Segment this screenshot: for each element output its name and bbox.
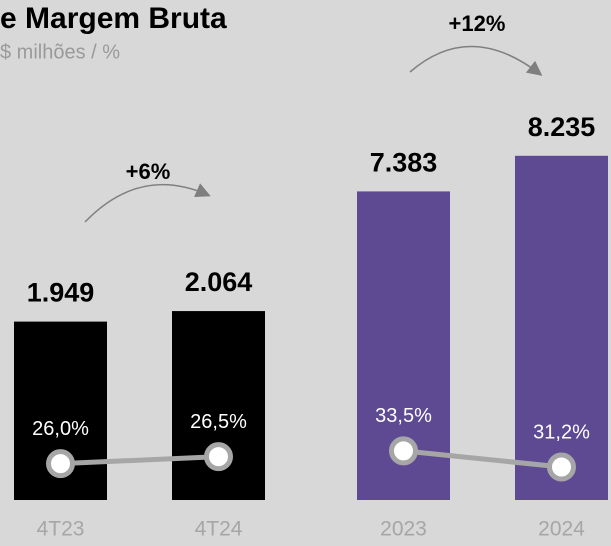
- margin-line: [403, 448, 562, 470]
- x-tick-label: 2024: [538, 518, 585, 541]
- bar: [172, 311, 265, 500]
- x-tick-label: 4T23: [37, 518, 85, 541]
- margin-point: [46, 449, 75, 479]
- growth-label: +6%: [126, 159, 171, 184]
- value-label: 8.235: [528, 112, 596, 142]
- margin-label: 26,0%: [32, 418, 89, 440]
- value-label: 1.949: [27, 278, 95, 308]
- value-label: 7.383: [370, 148, 438, 178]
- value-label: 2.064: [185, 267, 253, 297]
- growth-arrow: [409, 45, 543, 76]
- growth-label: +12%: [449, 11, 506, 36]
- margin-point: [389, 436, 418, 466]
- x-tick-label: 4T24: [195, 518, 243, 541]
- x-tick-label: 2023: [380, 518, 427, 541]
- bar: [515, 155, 608, 500]
- chart-subtitle: $ milhões / %: [0, 41, 120, 63]
- margin-label: 31,2%: [533, 421, 590, 443]
- margin-point: [547, 452, 576, 482]
- margin-point: [204, 442, 233, 472]
- growth-arrow: [84, 183, 211, 223]
- margin-label: 33,5%: [375, 405, 432, 427]
- margin-label: 26,5%: [190, 411, 247, 433]
- chart-title: e Margem Bruta: [0, 2, 227, 35]
- margin-line: [60, 454, 219, 467]
